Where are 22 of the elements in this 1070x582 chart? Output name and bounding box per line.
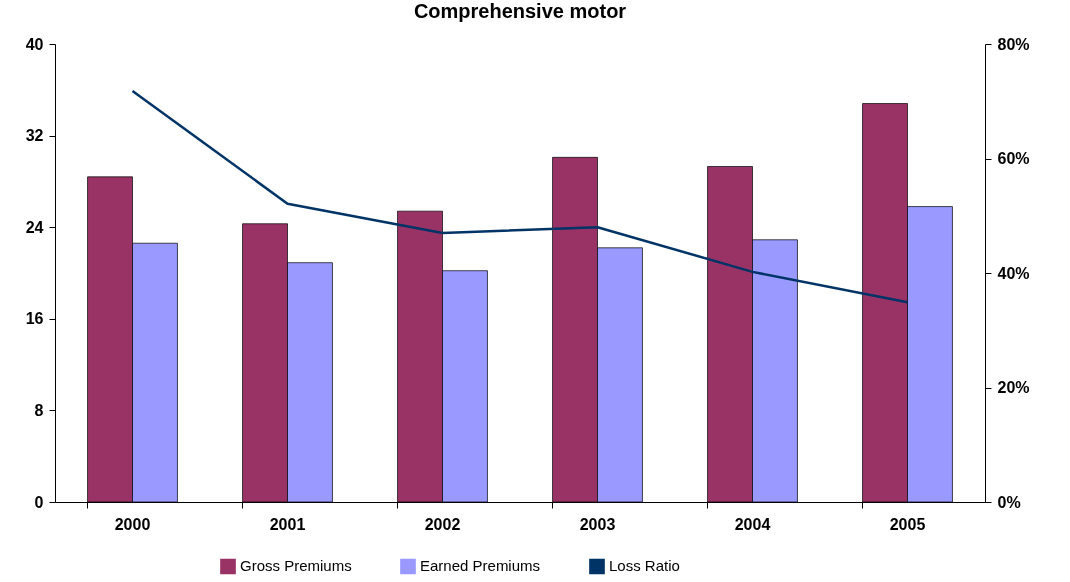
x-tick-label: 2000 (114, 515, 151, 533)
line-series (131, 89, 909, 304)
y2-tick-label: 40% (997, 264, 1030, 282)
x-tick-label: 2003 (579, 515, 616, 533)
y2-tick-label: 20% (997, 379, 1030, 396)
y-tick-label: 32 (25, 127, 44, 145)
x-tick-label: 2002 (424, 515, 461, 533)
y-tick-label: 16 (25, 310, 44, 328)
y2-tick-label: 80% (997, 35, 1030, 53)
y-tick-label: 0 (34, 493, 44, 511)
y2-tick-label: 60% (997, 150, 1030, 167)
x-tick-label: 2001 (269, 515, 306, 533)
y-tick-label: 24 (25, 218, 44, 236)
y-tick-label: 40 (25, 35, 44, 53)
y2-tick-label: 0% (997, 493, 1021, 511)
y-tick-label: 8 (34, 401, 44, 419)
legend-label: Gross Premiums (240, 557, 352, 575)
legend-label: Loss Ratio (609, 557, 680, 575)
legend-label: Earned Premiums (420, 557, 541, 575)
x-tick-label: 2004 (734, 515, 771, 533)
chart-title: Comprehensive motor (413, 0, 627, 22)
x-tick-label: 2005 (889, 515, 926, 533)
